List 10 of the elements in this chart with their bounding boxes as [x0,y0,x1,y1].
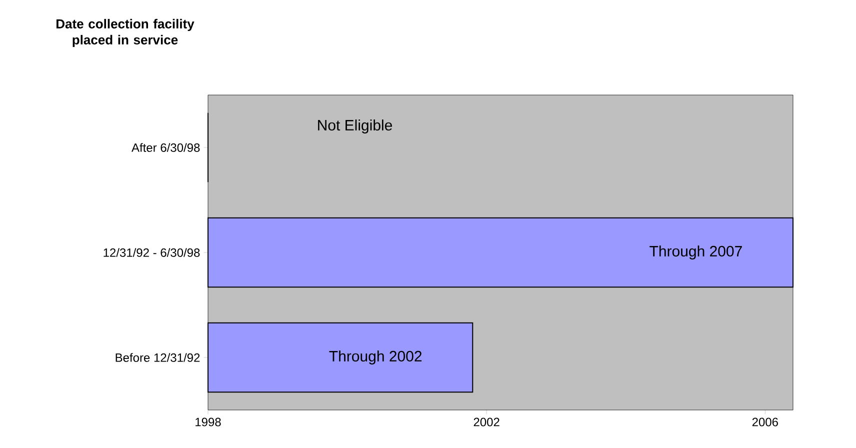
y-tick-label: After 6/30/98 [132,143,200,152]
y-tick-label: Before 12/31/92 [116,353,200,362]
x-tick-label: 1998 [196,418,221,426]
y-tick-label: 12/31/92 - 6/30/98 [104,248,200,257]
annotation: Not Eligible [318,120,392,134]
x-tick-label: 2006 [752,418,778,426]
data-label: Through 2007 [650,246,742,260]
y-axis-title: Date collection facility placed in service [56,18,194,48]
x-tick-label: 2002 [474,418,500,426]
data-label: Through 2002 [329,350,422,364]
